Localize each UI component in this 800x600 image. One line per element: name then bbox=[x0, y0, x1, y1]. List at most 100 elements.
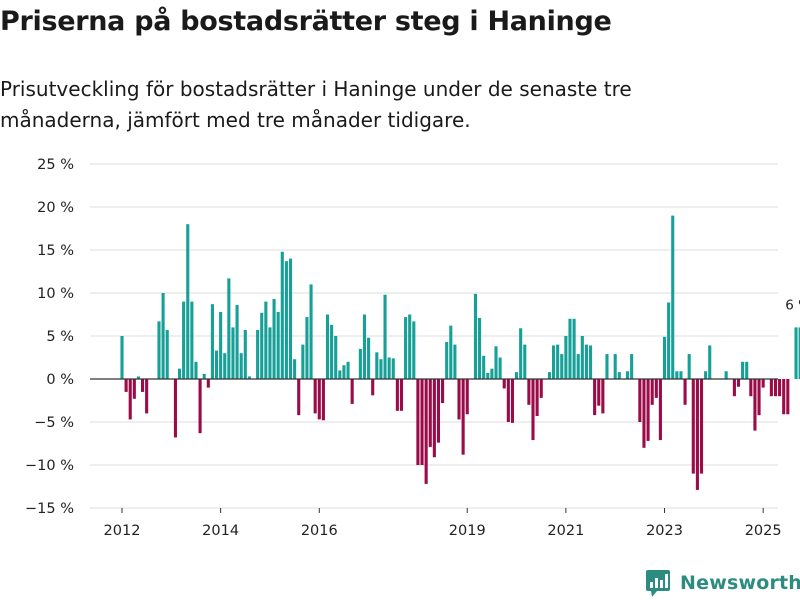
bar bbox=[157, 321, 161, 379]
bar bbox=[186, 224, 190, 379]
bar bbox=[198, 379, 202, 434]
brand-name: Newsworthy bbox=[680, 572, 800, 594]
bar bbox=[502, 379, 506, 389]
brand-logo: Newsworthy bbox=[645, 568, 800, 598]
bar bbox=[325, 314, 330, 379]
y-tick-label: −10 % bbox=[25, 458, 74, 474]
bar bbox=[441, 379, 445, 404]
bar bbox=[428, 379, 432, 447]
bar bbox=[260, 312, 264, 379]
bar bbox=[461, 379, 465, 455]
bar bbox=[588, 345, 593, 379]
bar bbox=[490, 368, 494, 379]
bar bbox=[761, 379, 765, 388]
bar bbox=[564, 336, 568, 379]
bar bbox=[630, 354, 634, 379]
chart-title: Priserna på bostadsrätter steg i Haninge bbox=[0, 6, 612, 37]
bar bbox=[145, 379, 149, 414]
bar bbox=[247, 376, 251, 379]
y-tick-label: 25 % bbox=[37, 157, 74, 173]
bar bbox=[301, 344, 305, 379]
bar bbox=[256, 329, 260, 379]
bar bbox=[313, 379, 317, 414]
bar bbox=[782, 379, 786, 415]
bar bbox=[593, 379, 597, 416]
bar bbox=[383, 294, 387, 379]
bar bbox=[231, 327, 235, 379]
bar bbox=[691, 379, 695, 474]
bar bbox=[367, 337, 371, 379]
bar bbox=[404, 317, 408, 379]
bar bbox=[732, 379, 736, 397]
bar bbox=[321, 379, 325, 421]
bar bbox=[535, 379, 539, 416]
bar bbox=[519, 328, 523, 379]
bar bbox=[309, 284, 313, 379]
bar bbox=[136, 376, 140, 379]
bar bbox=[642, 379, 646, 448]
bar bbox=[235, 305, 239, 379]
y-tick-label: 15 % bbox=[37, 243, 74, 259]
bar bbox=[141, 379, 145, 392]
bar bbox=[523, 344, 527, 379]
bar bbox=[395, 379, 399, 411]
bar bbox=[317, 379, 321, 420]
y-tick-label: −15 % bbox=[25, 501, 74, 517]
bar bbox=[387, 357, 391, 379]
bar bbox=[338, 370, 342, 379]
bar bbox=[482, 355, 486, 379]
bar bbox=[687, 354, 691, 379]
bar bbox=[124, 379, 128, 392]
bar bbox=[708, 345, 712, 379]
bar bbox=[510, 379, 514, 423]
value-annotation: 6 % bbox=[785, 297, 800, 313]
bar bbox=[638, 379, 642, 422]
bar bbox=[552, 345, 556, 379]
x-tick-label: 2016 bbox=[301, 523, 338, 539]
bar bbox=[786, 379, 790, 415]
bar bbox=[617, 372, 621, 379]
x-tick-label: 2021 bbox=[547, 523, 584, 539]
bar bbox=[120, 336, 124, 379]
bar bbox=[679, 371, 683, 379]
bar bbox=[671, 215, 675, 379]
bar bbox=[745, 361, 749, 379]
y-tick-label: −5 % bbox=[34, 415, 74, 431]
bar bbox=[662, 336, 667, 379]
bar bbox=[449, 325, 453, 379]
bar bbox=[675, 371, 679, 379]
bar bbox=[605, 354, 609, 379]
bar bbox=[408, 314, 412, 379]
bar bbox=[227, 278, 231, 379]
bar bbox=[736, 379, 741, 387]
bar bbox=[346, 361, 350, 379]
bar bbox=[132, 379, 136, 399]
bar bbox=[584, 344, 588, 379]
chart-subtitle: Prisutveckling för bostadsrätter i Hanin… bbox=[0, 77, 632, 132]
bar bbox=[658, 379, 662, 441]
bar bbox=[128, 379, 132, 420]
bar bbox=[473, 293, 478, 379]
bar bbox=[527, 379, 531, 405]
bar bbox=[724, 371, 728, 379]
bar bbox=[757, 379, 761, 416]
bar bbox=[165, 329, 169, 379]
bar bbox=[769, 379, 773, 397]
bar bbox=[560, 354, 564, 379]
bar bbox=[173, 379, 177, 438]
bar bbox=[239, 353, 243, 379]
bar bbox=[268, 327, 272, 379]
bar bbox=[749, 379, 753, 397]
bar bbox=[531, 379, 535, 441]
bar bbox=[219, 311, 223, 379]
bar bbox=[556, 344, 560, 379]
bar bbox=[547, 372, 551, 379]
bar bbox=[695, 379, 699, 490]
bar bbox=[778, 379, 782, 397]
bar bbox=[650, 379, 654, 405]
bar bbox=[399, 379, 404, 411]
y-tick-label: 5 % bbox=[46, 329, 74, 345]
bar bbox=[773, 379, 778, 397]
bar bbox=[432, 379, 436, 458]
bar bbox=[494, 346, 498, 379]
